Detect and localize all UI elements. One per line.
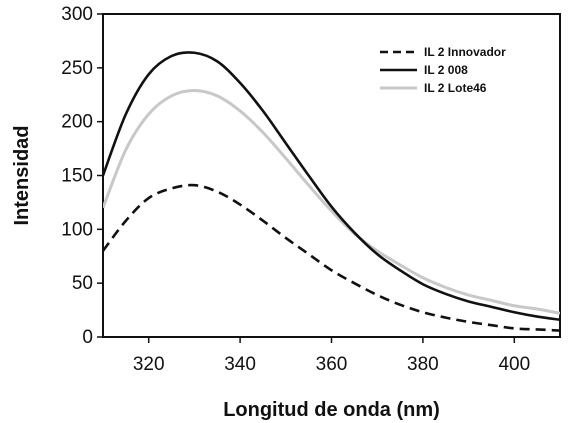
y-tick-label: 250 — [61, 58, 93, 79]
x-tick-label: 320 — [133, 354, 165, 375]
legend-label: IL 2 Lote46 — [424, 81, 487, 95]
x-tick-label: 340 — [224, 354, 256, 375]
axis-titles: Longitud de onda (nm) Intensidad — [11, 125, 440, 421]
series-line-il-2-008 — [103, 51, 560, 322]
plot-frame — [102, 13, 561, 338]
legend-label: IL 2 008 — [424, 63, 468, 77]
tick-labels: 0 50 100 150 200 250 300 320 340 360 380 400 — [61, 4, 530, 375]
legend-label: IL 2 Innovador — [424, 45, 506, 59]
legend: IL 2 Innovador IL 2 008 IL 2 Lote46 — [380, 45, 506, 95]
y-tick-label: 50 — [72, 273, 93, 294]
x-axis-title: Longitud de onda (nm) — [223, 399, 440, 421]
series-line-il-2-innovador — [103, 183, 560, 332]
series-line-il-2-lote46 — [103, 88, 560, 315]
x-tick-label: 360 — [316, 354, 348, 375]
plot-area — [102, 13, 561, 338]
y-tick-label: 0 — [82, 327, 93, 348]
y-tick-label: 300 — [61, 4, 93, 25]
series-lines — [103, 51, 560, 332]
y-tick-label: 200 — [61, 112, 93, 133]
x-tick-label: 380 — [407, 354, 439, 375]
y-axis-title: Intensidad — [11, 125, 33, 225]
y-tick-label: 150 — [61, 166, 93, 187]
y-tick-label: 100 — [61, 219, 93, 240]
x-tick-label: 400 — [498, 354, 530, 375]
